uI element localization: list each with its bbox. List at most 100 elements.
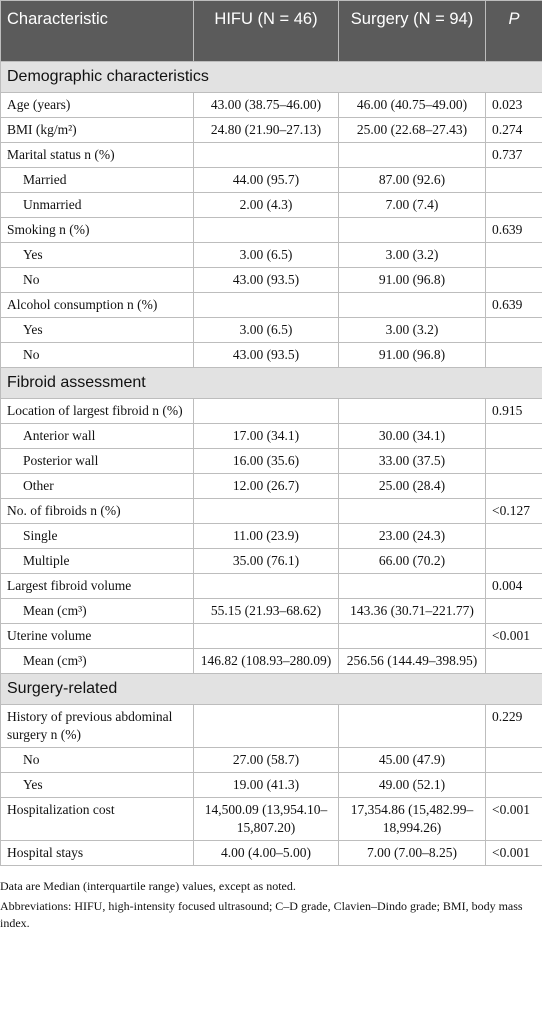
table-cell: <0.001	[485, 623, 542, 649]
table-cell: <0.127	[485, 498, 542, 524]
row-label: Mean (cm³)	[0, 598, 194, 624]
table-cell: 11.00 (23.9)	[193, 523, 339, 549]
table-cell: 25.00 (28.4)	[338, 473, 486, 499]
row-label: Alcohol consumption n (%)	[0, 292, 194, 318]
table-row: No 43.00 (93.5) 91.00 (96.8)	[0, 342, 542, 368]
table-cell: 66.00 (70.2)	[338, 548, 486, 574]
table-cell: 0.639	[485, 292, 542, 318]
table-row: BMI (kg/m²) 24.80 (21.90–27.13) 25.00 (22.…	[0, 117, 542, 143]
table-cell: 23.00 (24.3)	[338, 523, 486, 549]
table-row: Location of largest fibroid n (%) 0.915	[0, 398, 542, 424]
column-header: Characteristic	[0, 0, 194, 62]
table-cell: 256.56 (144.49–398.95)	[338, 648, 486, 674]
footnotes: Data are Median (interquartile range) va…	[0, 866, 542, 932]
table-cell	[193, 498, 339, 524]
table-row: No 27.00 (58.7) 45.00 (47.9)	[0, 747, 542, 773]
table-row: Hospital stays 4.00 (4.00–5.00) 7.00 (7.00…	[0, 840, 542, 866]
row-label: Hospitalization cost	[0, 797, 194, 841]
table-row: Yes 3.00 (6.5) 3.00 (3.2)	[0, 317, 542, 343]
row-label: Posterior wall	[0, 448, 194, 474]
row-label: Yes	[0, 772, 194, 798]
table-cell: 7.00 (7.4)	[338, 192, 486, 218]
table-row: Uterine volume <0.001	[0, 623, 542, 649]
table-cell: 55.15 (21.93–68.62)	[193, 598, 339, 624]
table-cell: 46.00 (40.75–49.00)	[338, 92, 486, 118]
table-cell	[338, 623, 486, 649]
table-cell: 3.00 (6.5)	[193, 242, 339, 268]
table-cell	[485, 448, 542, 474]
table-cell: 3.00 (3.2)	[338, 242, 486, 268]
table-row: Smoking n (%) 0.639	[0, 217, 542, 243]
table-row: Unmarried 2.00 (4.3) 7.00 (7.4)	[0, 192, 542, 218]
table-cell	[485, 548, 542, 574]
row-label: Multiple	[0, 548, 194, 574]
table-row: Largest fibroid volume 0.004	[0, 573, 542, 599]
table-row: Posterior wall 16.00 (35.6) 33.00 (37.5)	[0, 448, 542, 474]
table-cell	[485, 598, 542, 624]
table-cell: 0.229	[485, 704, 542, 748]
row-label: No	[0, 267, 194, 293]
section-title: Surgery-related	[0, 673, 542, 705]
table-cell: 12.00 (26.7)	[193, 473, 339, 499]
table-cell: 17.00 (34.1)	[193, 423, 339, 449]
table-cell: 3.00 (3.2)	[338, 317, 486, 343]
table-cell: 0.737	[485, 142, 542, 168]
footnote: Data are Median (interquartile range) va…	[0, 879, 296, 893]
column-header: HIFU (N = 46)	[193, 0, 339, 62]
row-label: Largest fibroid volume	[0, 573, 194, 599]
table-cell	[338, 217, 486, 243]
table-cell	[485, 423, 542, 449]
table-cell	[193, 142, 339, 168]
row-label: Age (years)	[0, 92, 194, 118]
table-cell: 143.36 (30.71–221.77)	[338, 598, 486, 624]
table-row: Other 12.00 (26.7) 25.00 (28.4)	[0, 473, 542, 499]
row-label: Mean (cm³)	[0, 648, 194, 674]
table-cell: 91.00 (96.8)	[338, 342, 486, 368]
row-label: BMI (kg/m²)	[0, 117, 194, 143]
table-row: History of previous abdominal surgery n …	[0, 704, 542, 748]
table-cell: 45.00 (47.9)	[338, 747, 486, 773]
row-label: No. of fibroids n (%)	[0, 498, 194, 524]
table-row: Age (years) 43.00 (38.75–46.00) 46.00 (40.…	[0, 92, 542, 118]
table-row: Multiple 35.00 (76.1) 66.00 (70.2)	[0, 548, 542, 574]
section-title: Fibroid assessment	[0, 367, 542, 399]
table-row: Yes 19.00 (41.3) 49.00 (52.1)	[0, 772, 542, 798]
table-cell: 44.00 (95.7)	[193, 167, 339, 193]
table-row: Married 44.00 (95.7) 87.00 (92.6)	[0, 167, 542, 193]
table-cell: <0.001	[485, 797, 542, 841]
table-cell	[193, 704, 339, 748]
row-label: No	[0, 342, 194, 368]
table-cell: 0.274	[485, 117, 542, 143]
table-cell: 33.00 (37.5)	[338, 448, 486, 474]
row-label: History of previous abdominal surgery n …	[0, 704, 194, 748]
table-cell: 24.80 (21.90–27.13)	[193, 117, 339, 143]
table-cell: 0.023	[485, 92, 542, 118]
row-label: Yes	[0, 317, 194, 343]
table-body: Demographic characteristics Age (years) 43…	[0, 61, 542, 866]
table-row: Mean (cm³) 55.15 (21.93–68.62) 143.36 (30.…	[0, 598, 542, 624]
table-cell: 43.00 (93.5)	[193, 267, 339, 293]
table-cell: 27.00 (58.7)	[193, 747, 339, 773]
table-cell: 16.00 (35.6)	[193, 448, 339, 474]
table-row: Mean (cm³) 146.82 (108.93–280.09) 256.56 (…	[0, 648, 542, 674]
section-row: Demographic characteristics	[0, 61, 542, 93]
table-cell	[485, 523, 542, 549]
table-cell: 87.00 (92.6)	[338, 167, 486, 193]
table-cell	[485, 242, 542, 268]
table-cell	[338, 142, 486, 168]
table-cell: 49.00 (52.1)	[338, 772, 486, 798]
row-label: Smoking n (%)	[0, 217, 194, 243]
table-cell	[338, 498, 486, 524]
table-cell: 0.915	[485, 398, 542, 424]
table-cell: 35.00 (76.1)	[193, 548, 339, 574]
table-cell: 146.82 (108.93–280.09)	[193, 648, 339, 674]
table-cell: <0.001	[485, 840, 542, 866]
section-row: Surgery-related	[0, 673, 542, 705]
table-cell: 3.00 (6.5)	[193, 317, 339, 343]
table-cell	[338, 573, 486, 599]
section-row: Fibroid assessment	[0, 367, 542, 399]
row-label: Other	[0, 473, 194, 499]
table-row: Single 11.00 (23.9) 23.00 (24.3)	[0, 523, 542, 549]
table-row: Anterior wall 17.00 (34.1) 30.00 (34.1)	[0, 423, 542, 449]
